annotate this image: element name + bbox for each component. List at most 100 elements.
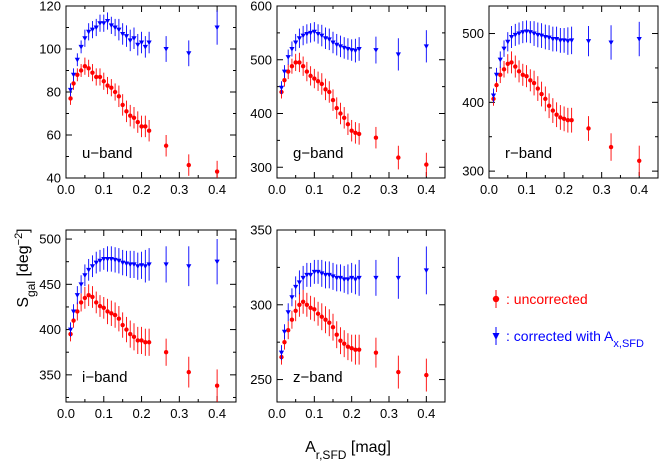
data-point <box>608 144 614 150</box>
data-point <box>341 45 347 51</box>
x-tick-label: 0.2 <box>555 182 573 197</box>
data-point <box>163 143 169 148</box>
data-point <box>319 81 324 87</box>
data-point <box>513 64 518 69</box>
data-point <box>528 78 533 83</box>
data-point <box>319 271 325 276</box>
data-point <box>327 320 332 325</box>
data-point <box>104 19 111 24</box>
data-point <box>163 350 169 355</box>
data-point <box>636 37 642 42</box>
panel-frame <box>276 5 446 179</box>
data-point <box>120 102 125 108</box>
data-point <box>143 340 148 345</box>
data-point <box>550 108 556 113</box>
data-point <box>424 162 429 167</box>
data-point <box>293 60 298 65</box>
data-point <box>326 37 332 42</box>
series-corrected <box>67 10 220 97</box>
data-point <box>323 317 328 322</box>
data-point <box>334 42 340 48</box>
data-point <box>395 52 401 57</box>
data-point <box>423 44 429 49</box>
data-point <box>186 369 191 375</box>
data-point <box>278 85 285 91</box>
data-point <box>546 103 552 108</box>
data-point <box>97 258 103 264</box>
data-point <box>78 300 84 305</box>
data-point <box>498 72 503 78</box>
data-point <box>300 63 306 69</box>
series-corrected <box>67 239 220 337</box>
data-point <box>308 305 313 310</box>
data-point <box>315 311 321 316</box>
data-point <box>116 27 122 33</box>
y-tick-label: 400 <box>39 322 61 337</box>
data-point <box>289 317 295 322</box>
data-point <box>131 36 137 41</box>
data-point <box>520 30 526 35</box>
band-label: i−band <box>82 369 127 386</box>
data-point <box>300 299 306 304</box>
data-point <box>139 124 144 129</box>
y-tick-label: 500 <box>462 26 484 41</box>
data-point <box>312 307 317 312</box>
data-point <box>304 272 310 278</box>
panel-u-band: 0.0 0.1 0.2 0.3 0.4 40 60 80 100 120 u−band <box>39 0 237 197</box>
data-point <box>97 74 103 80</box>
data-point <box>116 94 122 99</box>
x-tick-label: 0.0 <box>268 406 286 421</box>
data-point <box>142 264 148 269</box>
data-point <box>338 338 343 343</box>
data-point <box>531 80 537 86</box>
data-point <box>186 264 192 269</box>
data-point <box>163 47 169 52</box>
data-point <box>490 93 497 99</box>
data-point <box>516 69 522 74</box>
data-point <box>345 122 351 127</box>
panel-i-band: 0.0 0.1 0.2 0.3 0.4 350 400 450 500 i−band <box>39 229 237 421</box>
data-point <box>67 327 74 333</box>
data-point <box>539 91 544 97</box>
data-point <box>112 89 118 95</box>
data-point <box>82 295 88 301</box>
panel-z-band: 0.0 0.1 0.2 0.3 0.4 250 300 350 z−band <box>250 223 446 421</box>
x-tick-label: 0.1 <box>95 182 113 197</box>
data-point <box>112 312 118 318</box>
data-point <box>286 69 291 74</box>
data-point <box>308 272 314 278</box>
data-point <box>557 38 563 43</box>
data-point <box>330 274 336 279</box>
data-point <box>108 23 114 28</box>
data-point <box>75 309 80 314</box>
data-point <box>86 292 91 298</box>
data-point <box>304 302 310 307</box>
data-point <box>356 275 362 281</box>
data-point <box>120 322 125 328</box>
data-point <box>637 158 642 163</box>
data-point <box>94 74 99 80</box>
data-point <box>82 273 88 278</box>
data-point <box>497 57 503 63</box>
data-point <box>78 282 84 287</box>
data-point <box>349 128 354 133</box>
data-point <box>538 33 545 39</box>
data-point <box>520 72 525 78</box>
data-point <box>296 36 302 41</box>
y-tick-label: 350 <box>250 223 272 238</box>
data-point <box>300 275 306 281</box>
data-point <box>341 277 347 282</box>
data-point <box>353 130 358 136</box>
data-point <box>512 32 518 38</box>
series-corrected <box>278 246 429 361</box>
data-point <box>535 32 541 38</box>
data-point <box>123 34 130 39</box>
y-tick-label: 100 <box>39 42 61 57</box>
data-point <box>74 293 80 298</box>
data-point <box>516 31 522 37</box>
data-point <box>138 263 145 268</box>
panel-frame <box>276 229 446 403</box>
y-tick-label: 350 <box>39 367 61 382</box>
data-point <box>330 325 336 330</box>
